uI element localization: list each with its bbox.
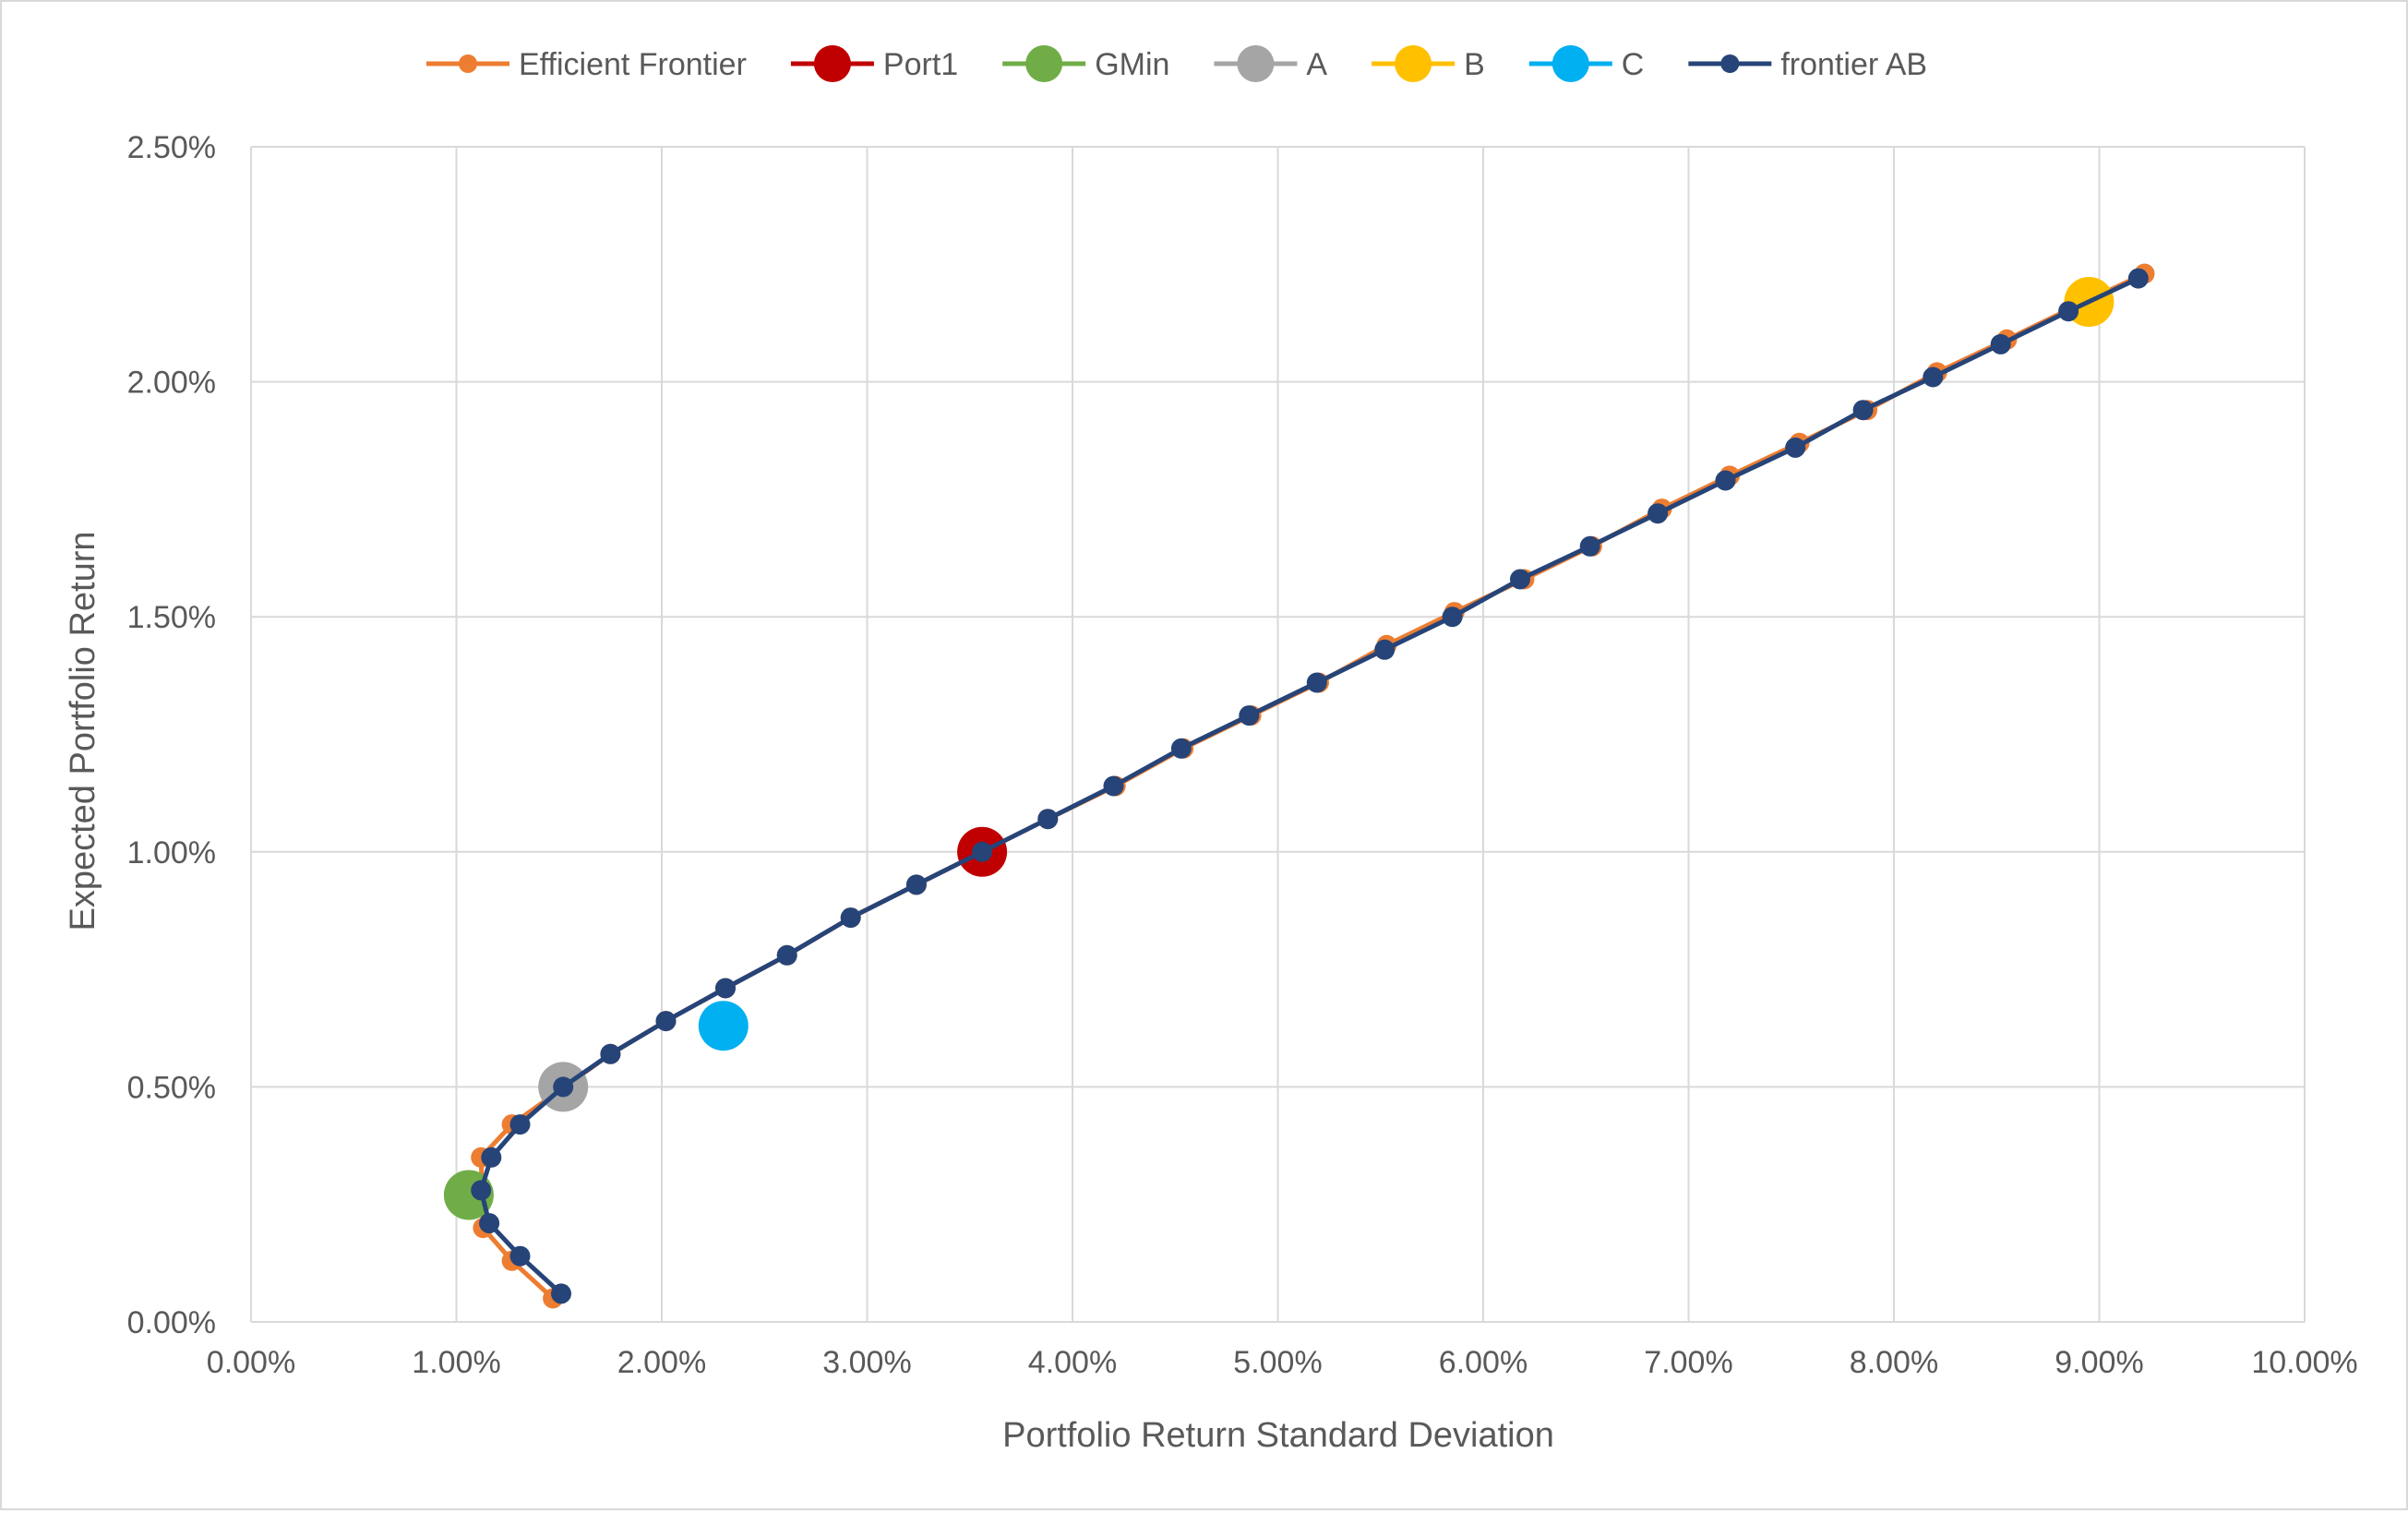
legend-marker-efficient-frontier xyxy=(459,54,477,73)
data-point-frontier-ab xyxy=(509,1245,531,1267)
legend-item-b: B xyxy=(1372,45,1485,82)
data-point-frontier-ab xyxy=(655,1011,677,1032)
y-axis-title: Expected Portfolio Return xyxy=(64,531,102,931)
data-point-frontier-ab xyxy=(1037,809,1059,830)
data-point-frontier-ab xyxy=(2127,268,2149,289)
data-point-frontier-ab xyxy=(1374,639,1396,660)
legend-item-a: A xyxy=(1214,45,1327,82)
data-point-frontier-ab xyxy=(1647,503,1669,524)
y-tick-label: 1.50% xyxy=(127,600,216,635)
data-point-frontier-ab xyxy=(1103,775,1124,797)
x-tick-label: 4.00% xyxy=(1028,1345,1117,1380)
y-tick-label: 0.50% xyxy=(127,1070,216,1105)
data-point-frontier-ab xyxy=(1579,535,1600,557)
x-tick-label: 2.00% xyxy=(617,1345,706,1380)
data-point-frontier-ab xyxy=(1306,672,1327,693)
grid xyxy=(250,146,2306,1323)
data-point-frontier-ab xyxy=(471,1180,492,1201)
x-tick-label: 9.00% xyxy=(2055,1345,2143,1380)
data-point-frontier-ab xyxy=(479,1213,500,1234)
legend-item-frontier-ab: frontier AB xyxy=(1688,47,1927,82)
data-point-frontier-ab xyxy=(776,944,797,966)
legend-marker-c xyxy=(1551,45,1589,82)
x-tick-label: 6.00% xyxy=(1439,1345,1527,1380)
data-point-frontier-ab xyxy=(715,978,736,999)
y-tick-label: 2.00% xyxy=(127,366,216,401)
data-point-frontier-ab xyxy=(1442,606,1463,628)
series-c xyxy=(698,1001,749,1051)
series-layer xyxy=(443,263,2155,1309)
data-point-frontier-ab xyxy=(1785,437,1806,458)
data-point-frontier-ab xyxy=(481,1147,502,1168)
data-point-frontier-ab xyxy=(2058,301,2079,322)
x-tick-label: 0.00% xyxy=(207,1345,295,1380)
legend-marker-a xyxy=(1237,45,1275,82)
series-line-efficient-frontier xyxy=(478,271,2146,1301)
series-line-frontier-ab xyxy=(478,276,2139,1296)
legend-item-c: C xyxy=(1528,45,1645,82)
data-point-frontier-ab xyxy=(1923,366,1944,388)
y-axis-ticks: 0.00% 0.50% 1.00% 1.50% 2.00% 2.50% xyxy=(127,130,216,1340)
data-point-frontier-ab xyxy=(553,1076,574,1098)
legend-marker-b xyxy=(1395,45,1432,82)
data-point-frontier-ab xyxy=(840,907,861,929)
legend-label-port1: Port1 xyxy=(883,47,958,82)
legend-item-port1: Port1 xyxy=(790,45,958,82)
x-tick-label: 10.00% xyxy=(2251,1345,2357,1380)
data-point-frontier-ab xyxy=(1715,470,1736,491)
legend-marker-frontier-ab xyxy=(1720,54,1740,73)
y-tick-label: 1.00% xyxy=(127,835,216,871)
x-tick-label: 8.00% xyxy=(1850,1345,1938,1380)
y-tick-label: 0.00% xyxy=(127,1305,216,1340)
legend-label-a: A xyxy=(1306,47,1327,82)
legend-item-gmin: GMin xyxy=(1002,45,1169,82)
data-point-frontier-ab xyxy=(1990,333,2011,354)
data-point-frontier-ab xyxy=(1170,738,1192,759)
y-tick-label: 2.50% xyxy=(127,130,216,165)
data-point-frontier-ab xyxy=(509,1114,531,1135)
legend-label-b: B xyxy=(1464,47,1485,82)
x-tick-label: 7.00% xyxy=(1644,1345,1732,1380)
data-point-frontier-ab xyxy=(600,1043,621,1064)
data-point-frontier-ab xyxy=(551,1283,571,1304)
data-point-frontier-ab xyxy=(972,841,993,862)
legend-marker-gmin xyxy=(1025,45,1063,82)
data-point-frontier-ab xyxy=(1510,569,1530,590)
x-axis-ticks: 0.00% 1.00% 2.00% 3.00% 4.00% 5.00% 6.00% 7.00%… xyxy=(207,1345,2358,1380)
data-point-c xyxy=(698,1001,749,1051)
legend-item-efficient-frontier: Efficient Frontier xyxy=(426,47,747,82)
x-tick-label: 3.00% xyxy=(822,1345,911,1380)
legend-marker-port1 xyxy=(813,45,851,82)
legend-label-c: C xyxy=(1622,47,1645,82)
legend-label-efficient-frontier: Efficient Frontier xyxy=(519,47,747,82)
series-frontier-ab xyxy=(471,268,2149,1304)
data-point-frontier-ab xyxy=(905,874,927,895)
legend-label-frontier-ab: frontier AB xyxy=(1780,47,1927,82)
x-axis-title: Portfolio Return Standard Deviation xyxy=(1002,1416,1554,1455)
series-efficient-frontier xyxy=(471,263,2155,1309)
legend-label-gmin: GMin xyxy=(1095,47,1169,82)
x-tick-label: 5.00% xyxy=(1233,1345,1322,1380)
data-point-frontier-ab xyxy=(1852,400,1874,421)
x-tick-label: 1.00% xyxy=(412,1345,500,1380)
data-point-frontier-ab xyxy=(1239,705,1260,726)
